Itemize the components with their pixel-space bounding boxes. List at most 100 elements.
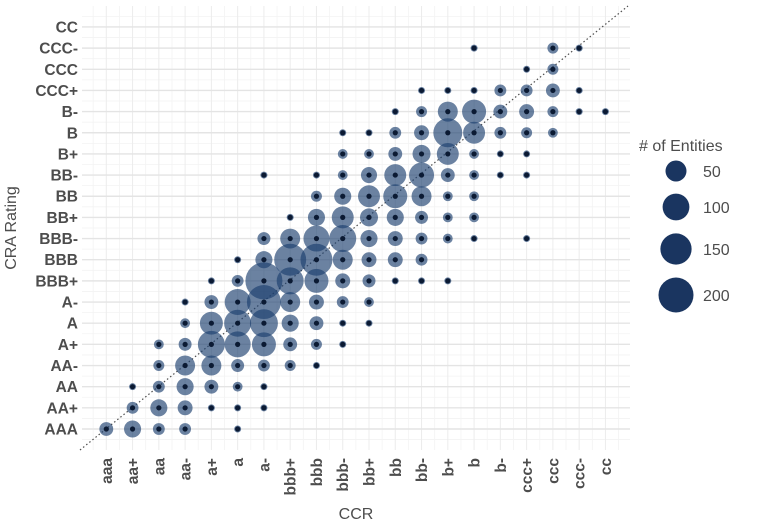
bubble-center-dot <box>340 235 346 242</box>
y-tick-label: CCC+ <box>35 83 78 100</box>
bubble-center-dot <box>313 278 320 284</box>
bubble-center-dot <box>261 172 267 178</box>
y-tick-label: BB <box>56 189 78 206</box>
x-tick-label: a <box>230 458 247 467</box>
bubble-center-dot <box>366 172 372 178</box>
bubbles-layer <box>99 42 609 438</box>
x-tick-label: aa+ <box>125 458 142 484</box>
bubble-center-dot <box>313 341 320 347</box>
bubble-center-dot <box>602 109 609 115</box>
bubble-center-dot <box>418 172 425 178</box>
bubble-center-dot <box>524 66 530 72</box>
bubble-center-dot <box>129 384 136 390</box>
bubble-center-dot <box>208 299 214 305</box>
y-tick-label: B+ <box>58 146 78 163</box>
x-tick-label: a- <box>256 458 273 472</box>
bubble-center-dot <box>235 405 241 411</box>
bubble-center-dot <box>445 193 451 199</box>
x-tick-label: aaa <box>99 458 116 484</box>
bubble-center-dot <box>366 299 372 305</box>
bubble-center-dot <box>392 151 398 157</box>
x-tick-label: b <box>467 458 484 467</box>
bubble-center-dot <box>366 151 372 157</box>
bubble-center-dot <box>550 66 556 72</box>
bubble-center-dot <box>524 151 530 157</box>
bubble-center-dot <box>471 87 477 94</box>
bubble-center-dot <box>418 193 425 199</box>
bubble-center-dot <box>418 87 425 94</box>
bubble-center-dot <box>208 405 214 411</box>
bubble-center-dot <box>182 341 188 347</box>
bubble-center-dot <box>287 235 293 242</box>
bubble-center-dot <box>471 193 477 199</box>
bubble-center-dot <box>182 384 188 390</box>
bubble-center-dot <box>156 362 162 369</box>
y-tick-label: B- <box>62 104 78 121</box>
bubble-center-dot <box>261 405 267 411</box>
legend-size-key <box>658 277 694 313</box>
bubble-center-dot <box>576 45 582 51</box>
bubble-center-dot <box>550 130 556 136</box>
bubble-center-dot <box>261 257 267 263</box>
legend-label: 50 <box>703 164 721 181</box>
x-tick-label: b- <box>493 458 510 473</box>
bubble-center-dot <box>208 341 214 347</box>
bubble-center-dot <box>471 235 477 242</box>
bubble-center-dot <box>392 257 398 263</box>
bubble-center-dot <box>313 214 320 220</box>
y-tick-label: CCC- <box>39 41 78 58</box>
size-legend: # of Entities 50 100 150 200 <box>639 138 730 313</box>
bubble-center-dot <box>261 320 267 326</box>
bubble-center-dot <box>340 151 346 157</box>
bubble-center-dot <box>287 214 293 220</box>
bubble-center-dot <box>235 341 241 347</box>
bubble-center-dot <box>313 362 320 369</box>
bubble-center-dot <box>471 151 477 157</box>
bubble-center-dot <box>471 172 477 178</box>
y-tick-label: BBB- <box>39 231 78 248</box>
bubble-center-dot <box>182 405 188 411</box>
y-tick-label: BB- <box>50 168 78 185</box>
bubble-center-dot <box>524 172 530 178</box>
grid-lines <box>82 6 630 450</box>
bubble-center-dot <box>445 172 451 178</box>
bubble-center-dot <box>340 130 346 136</box>
bubble-center-dot <box>524 130 530 136</box>
bubble-center-dot <box>366 320 372 326</box>
bubble-center-dot <box>129 405 136 411</box>
x-tick-label: bbb <box>309 458 326 486</box>
bubble-center-dot <box>313 235 320 242</box>
bubble-center-dot <box>445 278 451 284</box>
legend-size-key <box>662 193 690 221</box>
bubble-center-dot <box>445 151 451 157</box>
x-axis-tick-labels: aaa aa+ aa aa-a+ a a-bbb+ bbb bbb-bb+ bb bb-b+ b b-… <box>99 458 615 496</box>
x-tick-label: bb <box>388 458 405 477</box>
bubble-center-dot <box>418 278 425 284</box>
y-axis-tick-labels: AAAAA+AAAA-A+AA-BBB+BBBBBB-BB+BBBB-B+BB-… <box>35 19 78 438</box>
bubble-center-dot <box>418 151 425 157</box>
bubble-center-dot <box>340 299 346 305</box>
bubble-center-dot <box>287 362 293 369</box>
bubble-center-dot <box>287 299 293 305</box>
bubble-center-dot <box>418 257 425 263</box>
bubble-center-dot <box>340 193 346 199</box>
legend-size-key <box>665 160 687 182</box>
bubble-center-dot <box>340 278 346 284</box>
bubble-center-dot <box>576 87 582 94</box>
bubble-center-dot <box>287 257 293 263</box>
bubble-center-dot <box>418 130 425 136</box>
y-tick-label: BB+ <box>47 210 78 227</box>
diagonal-reference-line <box>79 5 629 451</box>
y-axis-title: CRA Rating <box>3 186 20 270</box>
legend-label: 200 <box>703 288 730 305</box>
bubble-center-dot <box>392 172 398 178</box>
bubble-center-dot <box>392 235 398 242</box>
bubble-center-dot <box>524 87 530 94</box>
bubble-center-dot <box>261 278 267 284</box>
bubble-center-dot <box>471 214 477 220</box>
bubble-center-dot <box>313 193 320 199</box>
bubble-center-dot <box>497 151 503 157</box>
x-axis-title: CCR <box>339 506 374 523</box>
y-tick-label: CC <box>56 19 78 36</box>
bubble-center-dot <box>445 235 451 242</box>
